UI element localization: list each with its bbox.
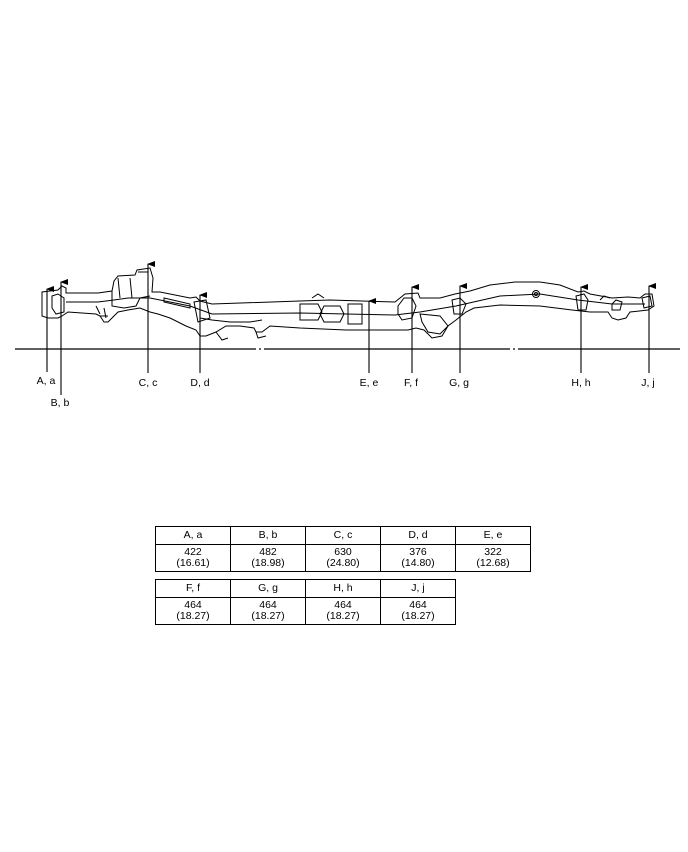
value-mm: 464 bbox=[259, 599, 277, 611]
label-d: D, d bbox=[190, 377, 209, 389]
label-e: E, e bbox=[360, 377, 379, 389]
table-header-cell: H, h bbox=[305, 579, 381, 598]
table-header-cell: F, f bbox=[155, 579, 231, 598]
dimension-table-1: A, a B, b C, c D, d E, e 422 (16.61) 482(… bbox=[155, 526, 531, 572]
label-j: J, j bbox=[641, 377, 654, 389]
table-header-cell: C, c bbox=[305, 526, 381, 545]
label-g: G, g bbox=[449, 377, 469, 389]
value-in: (18.27) bbox=[176, 610, 210, 622]
table-value-cell: 376 (14.80) bbox=[380, 544, 456, 572]
table-value-cell: 464 (18.27) bbox=[380, 597, 456, 625]
table-value-cell: 322 (12.68) bbox=[455, 544, 531, 572]
value-mm: 376 bbox=[409, 546, 427, 558]
table-value-cell: 464 (18.27) bbox=[230, 597, 306, 625]
table-header-cell: J, j bbox=[380, 579, 456, 598]
point-labels: A, a B, b C, c D, d E, e F, f G, g H, h … bbox=[37, 375, 655, 409]
value-mm: 482 bbox=[259, 546, 277, 558]
label-f: F, f bbox=[404, 377, 418, 389]
value-mm: 464 bbox=[184, 599, 202, 611]
measure-arrows bbox=[46, 261, 656, 395]
label-b: B, b bbox=[51, 397, 70, 409]
table-header-cell: G, g bbox=[230, 579, 306, 598]
value-in: (18.27) bbox=[326, 610, 360, 622]
value-in: (16.61) bbox=[176, 557, 210, 569]
table-header-cell: D, d bbox=[380, 526, 456, 545]
value-mm: 422 bbox=[184, 546, 202, 558]
value-in: (14.80) bbox=[401, 557, 435, 569]
dimension-table-2: F, f G, g H, h J, j 464 (18.27) 464 (18.27… bbox=[155, 579, 456, 625]
table-value-cell: 464 (18.27) bbox=[155, 597, 231, 625]
table-header-cell: B, b bbox=[230, 526, 306, 545]
table-value-cell: 482 (18.98) bbox=[230, 544, 306, 572]
table-header-cell: A, a bbox=[155, 526, 231, 545]
table-value-cell: 630 (24.80) bbox=[305, 544, 381, 572]
label-c: C, c bbox=[139, 377, 158, 389]
table-value-cell: 464 (18.27) bbox=[305, 597, 381, 625]
value-mm: 322 bbox=[484, 546, 502, 558]
value-in: (18.98) bbox=[251, 557, 285, 569]
value-in: (24.80) bbox=[326, 557, 360, 569]
label-h: H, h bbox=[571, 377, 590, 389]
value-mm: 464 bbox=[409, 599, 427, 611]
value-in: (12.68) bbox=[476, 557, 510, 569]
table-value-cell: 422 (16.61) bbox=[155, 544, 231, 572]
value-in: (18.27) bbox=[401, 610, 435, 622]
label-a: A, a bbox=[37, 375, 56, 387]
value-in: (18.27) bbox=[251, 610, 285, 622]
table-header-cell: E, e bbox=[455, 526, 531, 545]
vehicle-frame bbox=[41, 267, 655, 341]
value-mm: 464 bbox=[334, 599, 352, 611]
value-mm: 630 bbox=[334, 546, 352, 558]
